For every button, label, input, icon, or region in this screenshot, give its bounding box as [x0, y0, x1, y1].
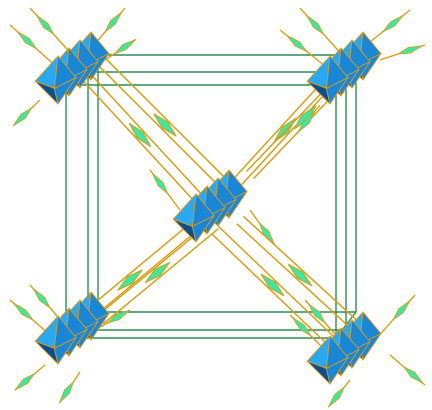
ligand-bridges	[9, 7, 426, 408]
octahedron-face	[325, 77, 349, 105]
ligand-spike	[58, 371, 81, 404]
ligand-spike	[299, 7, 346, 59]
ligand-spike	[249, 209, 276, 246]
octahedron-face	[325, 357, 349, 385]
ligand-spike	[12, 99, 41, 127]
spike-tip	[32, 288, 51, 309]
ligand-spike	[327, 379, 351, 408]
spike-tip	[307, 303, 326, 324]
ligand-spike	[289, 314, 326, 351]
spike-tip	[58, 381, 75, 404]
spike-tip	[107, 309, 131, 324]
octahedra-cluster-bottom-left	[34, 291, 110, 365]
spike-tip	[151, 172, 169, 194]
spike-tip	[397, 45, 423, 55]
ligand-spike	[297, 104, 321, 133]
ligand-spike	[149, 169, 181, 211]
octahedra-cluster-top-right	[306, 31, 382, 105]
bridge-line	[236, 223, 358, 335]
octahedra-cluster-center	[172, 169, 248, 243]
ligand-spike	[374, 294, 416, 341]
ligand-bridge	[95, 55, 235, 195]
spike-tip	[382, 14, 404, 32]
spike-tip	[13, 302, 34, 321]
spike-tip	[114, 38, 137, 55]
spike-tip	[327, 386, 345, 408]
octahedron	[306, 335, 349, 385]
ligand-core	[144, 261, 171, 284]
ligand-bridge	[75, 66, 205, 204]
octahedron-face	[191, 215, 215, 243]
ligand-core	[128, 122, 152, 148]
spike-tip	[258, 222, 275, 245]
bridge-line	[102, 228, 219, 325]
ligand-spike	[389, 354, 426, 386]
ligand-spike	[14, 364, 46, 391]
spike-tip	[14, 373, 36, 391]
bridge-line	[95, 63, 227, 195]
bridge-line	[103, 55, 235, 187]
bridge-line	[242, 215, 364, 327]
spike-tip	[286, 34, 308, 52]
spike-tip	[104, 11, 123, 33]
ligand-core	[287, 263, 313, 287]
ligand-bridge	[236, 215, 364, 335]
bridge-line	[83, 66, 205, 198]
octahedron	[34, 55, 77, 105]
spike-tip	[297, 111, 315, 133]
octahedra-clusters	[34, 31, 382, 385]
spike-tip	[392, 299, 411, 321]
ligand-spike	[279, 29, 331, 71]
ligand-bridge	[211, 225, 334, 345]
octahedron	[172, 193, 215, 243]
ligand-spike	[9, 299, 51, 336]
ligand-spike	[104, 38, 137, 61]
ligand-core	[260, 273, 285, 297]
octahedron-face	[53, 337, 77, 365]
bridge-line	[217, 225, 334, 337]
bridge-line	[211, 233, 328, 345]
ligand-spike	[304, 299, 341, 341]
ligand-core	[153, 113, 177, 137]
ligand-spike	[379, 44, 426, 61]
spike-tip	[12, 107, 33, 127]
spike-tip	[306, 14, 325, 35]
spike-tip	[36, 14, 55, 35]
ligand-spike	[94, 309, 131, 331]
octahedron	[306, 55, 349, 105]
ligand-core	[117, 269, 143, 291]
octahedra-cluster-top-left	[34, 31, 110, 105]
bridge-line	[75, 72, 197, 204]
octahedron	[34, 315, 77, 365]
spike-tip	[403, 366, 424, 384]
spike-tip	[16, 31, 37, 50]
spike-tip	[292, 317, 312, 337]
octahedra-cluster-bottom-right	[306, 311, 382, 385]
octahedron-face	[53, 77, 77, 105]
